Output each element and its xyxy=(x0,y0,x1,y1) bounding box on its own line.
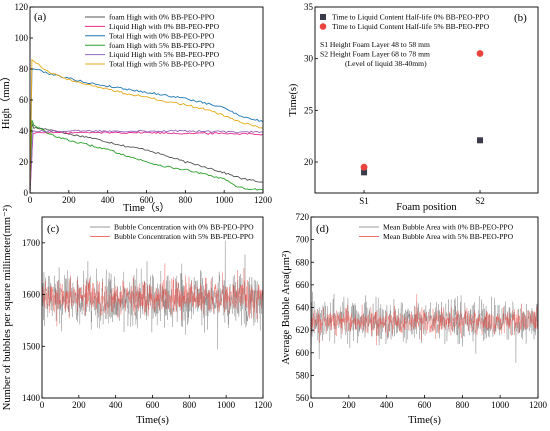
panel-d-xtick-label: 200 xyxy=(342,400,356,410)
panel-d-ytick-label: 580 xyxy=(296,370,310,380)
panel-a-ylabel: High（mm） xyxy=(0,71,12,129)
panel-b-annotation: S1 Height Foam Layer 48 to 58 mm xyxy=(320,40,430,49)
panel-a-series-line xyxy=(29,68,264,194)
panel-d-ytick-label: 680 xyxy=(296,257,310,267)
panel-a-series-line xyxy=(29,120,264,194)
panel-b-ytick-label: 35 xyxy=(304,2,314,12)
panel-c-ytick-label: 1600 xyxy=(22,290,41,300)
panel-a-ytick-label: 20 xyxy=(19,157,29,167)
panel-c-series-line xyxy=(41,263,264,327)
panel-b-frame xyxy=(314,6,539,194)
panel-c-series-line xyxy=(41,240,264,350)
panel-d-ytick-label: 640 xyxy=(296,303,310,313)
panel-b-annotation: (Level of liquid 38-40mm) xyxy=(345,59,427,68)
panel-a-ytick-label: 60 xyxy=(19,95,29,105)
panel-a-xtick-label: 600 xyxy=(140,195,154,205)
panel-b-ytick-label: 25 xyxy=(304,105,314,115)
panel-c-xtick-label: 800 xyxy=(183,400,197,410)
panel-a-legend-entry: foam High with 5% BB-PEO-PPO xyxy=(109,41,215,50)
panel-a-label: (a) xyxy=(34,11,47,23)
panel-a-ytick-label: 40 xyxy=(19,126,29,136)
panel-b-point-circle xyxy=(360,163,368,171)
panel-a-ytick-label: 100 xyxy=(15,33,29,43)
panel-b-legend-entry: Time to Liquid Content Half-life 0% BB-P… xyxy=(332,13,490,22)
panel-a-xtick-label: 400 xyxy=(101,195,115,205)
panel-d-label: (d) xyxy=(316,223,329,235)
panel-c: 0 200 400 600 800 1000 1200 1400 1500 1600 1700 Tim… xyxy=(2,204,273,426)
panel-b-xtick-label: S1 xyxy=(359,196,369,206)
panel-b-label: (b) xyxy=(514,12,527,24)
panel-b-xlabel: Foam position xyxy=(396,202,457,213)
panel-d: 0 200 400 600 800 1000 1200 560 580 600 620 640 660 6… xyxy=(281,212,548,426)
panel-d-ytick-label: 660 xyxy=(296,280,310,290)
panel-a-series-line xyxy=(29,58,263,194)
panel-b-legend-entry: Time to Liquid Content Half-life 5% BB-P… xyxy=(332,22,490,31)
panel-c-ytick-label: 1700 xyxy=(22,238,41,248)
panel-b-xtick-label: S2 xyxy=(475,196,485,206)
panel-d-series-line xyxy=(310,293,539,346)
panel-b-legend-marker xyxy=(319,23,327,30)
panel-b-point-square xyxy=(361,169,368,176)
panel-b-ylabel: Time(s) xyxy=(288,83,299,116)
panel-a: 0 200 400 600 800 1000 1200 0 20 40 60 80 100 120 Time… xyxy=(0,2,273,214)
panel-c-ylabel: Number of bubbles per square millimeter(… xyxy=(2,204,13,410)
panel-c-xtick-label: 0 xyxy=(40,400,45,410)
panel-d-ytick-label: 620 xyxy=(296,325,310,335)
panel-a-legend-entry: Total High with 5% BB-PEO-PPO xyxy=(109,60,215,69)
panel-a-legend-entry: foam High with 0% BB-PEO-PPO xyxy=(109,13,215,22)
panel-c-xlabel: Time(s) xyxy=(136,415,169,426)
panel-a-legend-entry: Total High with 0% BB-PEO-PPO xyxy=(109,31,215,40)
panel-d-legend-entry: Mean Bubble Area with 0% BB-PEO-PPO xyxy=(383,223,514,232)
panel-c-ytick-label: 1500 xyxy=(22,341,41,351)
panel-c-legend-entry: Bubble Concentration with 0% BB-PEO-PPO xyxy=(114,223,254,232)
panel-c-xtick-label: 200 xyxy=(72,400,86,410)
panel-d-xtick-label: 0 xyxy=(309,400,314,410)
panel-c-xtick-label: 600 xyxy=(146,400,160,410)
panel-a-xlabel: Time（s） xyxy=(123,202,170,214)
panel-c-ytick-label: 1400 xyxy=(22,393,41,403)
panel-c-legend-entry: Bubble Concentration with 5% BB-PEO-PPO xyxy=(114,232,254,241)
panel-a-xtick-label: 800 xyxy=(179,195,193,205)
panel-d-legend-entry: Mean Bubble Area with 5% BB-PEO-PPO xyxy=(383,232,514,241)
panel-b-ytick-label: 20 xyxy=(304,157,314,167)
panel-b-point-square xyxy=(477,137,484,144)
panel-a-series-line xyxy=(29,131,264,194)
panel-d-ytick-label: 560 xyxy=(296,393,310,403)
panel-a-series-line xyxy=(29,129,264,194)
panel-a-xtick-label: 0 xyxy=(28,195,33,205)
panel-a-xtick-label: 1000 xyxy=(215,195,234,205)
panel-c-frame xyxy=(41,216,264,399)
panel-c-label: (c) xyxy=(47,223,60,235)
panel-b-annotation: S2 Height Foam Layer 68 to 78 mm xyxy=(320,50,430,59)
panel-d-xlabel: Time(s) xyxy=(408,415,441,426)
panel-b-point-circle xyxy=(476,50,484,57)
panel-d-xtick-label: 1000 xyxy=(491,400,510,410)
panel-b: S1 S2 20 25 30 35 Foam position Time(s) (b) Time … xyxy=(288,2,539,213)
panel-d-frame xyxy=(310,216,539,399)
panel-a-ytick-label: 80 xyxy=(19,64,29,74)
panel-c-xtick-label: 1000 xyxy=(217,400,236,410)
panel-b-legend-marker xyxy=(320,14,326,20)
panel-a-legend-entry: Liquid High with 5% BB-PEO-PPO xyxy=(109,50,220,59)
panel-a-xtick-label: 200 xyxy=(62,195,76,205)
panel-d-xtick-label: 1200 xyxy=(529,400,548,410)
panel-b-ytick-label: 30 xyxy=(304,54,314,64)
panel-a-legend-entry: Liquid High with 0% BB-PEO-PPO xyxy=(109,22,220,31)
panel-d-xtick-label: 400 xyxy=(380,400,394,410)
panel-d-ytick-label: 600 xyxy=(296,348,310,358)
panel-a-ytick-label: 120 xyxy=(15,2,29,12)
panel-c-xtick-label: 400 xyxy=(109,400,123,410)
panel-d-ytick-label: 720 xyxy=(296,212,310,222)
panel-d-xtick-label: 600 xyxy=(418,400,432,410)
panel-a-series-line xyxy=(29,123,264,194)
panel-d-xtick-label: 800 xyxy=(456,400,470,410)
panel-a-xtick-label: 1200 xyxy=(254,195,273,205)
panel-c-xtick-label: 1200 xyxy=(254,400,273,410)
panel-d-ytick-label: 700 xyxy=(296,235,310,245)
panel-a-ytick-label: 0 xyxy=(24,188,29,198)
panel-d-ylabel: Average Bubble Area(μm²) xyxy=(281,250,292,365)
